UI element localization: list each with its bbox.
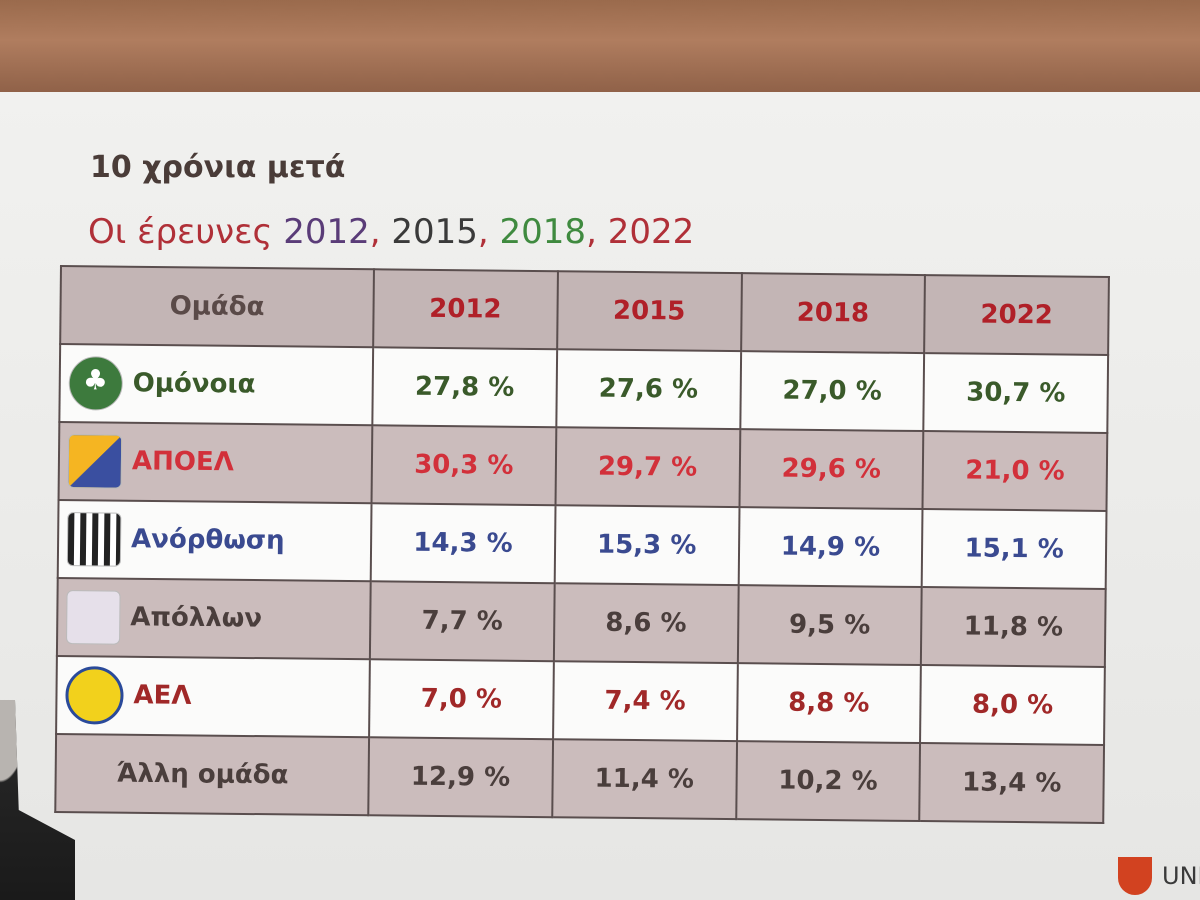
header-2018: 2018 xyxy=(740,273,926,354)
value-cell: 10,2 % xyxy=(735,741,921,822)
university-logo-icon xyxy=(1118,857,1152,895)
value-cell: 9,5 % xyxy=(737,585,922,666)
brand-text: UNI xyxy=(1162,862,1200,890)
subtitle-sep: , xyxy=(477,212,500,252)
value-cell: 7,4 % xyxy=(552,661,738,742)
slide-subtitle: Οι έρευνες 2012, 2015, 2018, 2022 xyxy=(88,212,694,252)
value-cell: 13,4 % xyxy=(919,743,1105,823)
value-cell: 11,4 % xyxy=(551,739,737,820)
header-2022: 2022 xyxy=(924,275,1109,355)
table-header-row: Ομάδα 2012 2015 2018 2022 xyxy=(60,266,1109,355)
value-cell: 7,7 % xyxy=(369,581,555,662)
value-cell: 14,9 % xyxy=(738,507,923,588)
table-row: Ανόρθωση 14,3 % 15,3 % 14,9 % 15,1 % xyxy=(57,499,1107,589)
value-cell: 27,8 % xyxy=(372,347,557,428)
value-cell: 8,6 % xyxy=(553,583,739,664)
value-cell: 15,3 % xyxy=(554,505,740,586)
value-cell: 7,0 % xyxy=(369,659,554,740)
value-cell: 30,7 % xyxy=(923,353,1109,433)
header-2012: 2012 xyxy=(373,269,558,350)
header-2015: 2015 xyxy=(556,271,742,352)
header-team: Ομάδα xyxy=(60,266,374,348)
table-row: ΑΠΟΕΛ 30,3 % 29,7 % 29,6 % 21,0 % xyxy=(58,422,1108,511)
apoel-logo-icon xyxy=(67,434,123,489)
team-name: Απόλλων xyxy=(130,602,263,634)
subtitle-year-2022: 2022 xyxy=(607,212,695,252)
table-row: Ομόνοια 27,8 % 27,6 % 27,0 % 30,7 % xyxy=(59,344,1109,433)
team-cell: Ανόρθωση xyxy=(57,499,372,582)
value-cell: 29,6 % xyxy=(739,429,924,510)
value-cell: 8,0 % xyxy=(920,665,1105,745)
table-row: Απόλλων 7,7 % 8,6 % 9,5 % 11,8 % xyxy=(56,577,1106,667)
subtitle-prefix: Οι έρευνες xyxy=(88,212,284,252)
team-cell: Απόλλων xyxy=(56,577,371,660)
team-name: Ανόρθωση xyxy=(130,524,285,556)
subtitle-year-2015: 2015 xyxy=(391,212,478,252)
subtitle-sep: , xyxy=(586,212,608,252)
team-name: Ομόνοια xyxy=(132,368,256,400)
omonoia-logo-icon xyxy=(68,356,124,411)
value-cell: 15,1 % xyxy=(921,509,1107,589)
value-cell: 11,8 % xyxy=(921,587,1106,667)
subtitle-year-2012: 2012 xyxy=(283,212,370,252)
team-name: Άλλη ομάδα xyxy=(116,758,289,791)
subtitle-sep: , xyxy=(369,212,392,252)
team-cell: Άλλη ομάδα xyxy=(55,733,370,816)
anorthosi-logo-icon xyxy=(66,512,122,567)
value-cell: 30,3 % xyxy=(371,425,557,506)
value-cell: 14,3 % xyxy=(370,503,556,584)
team-cell: ΑΕΛ xyxy=(56,655,370,738)
team-name: ΑΕΛ xyxy=(133,680,192,711)
team-name: ΑΠΟΕΛ xyxy=(131,446,234,478)
team-cell: Ομόνοια xyxy=(59,344,374,426)
value-cell: 27,0 % xyxy=(739,351,925,432)
subtitle-year-2018: 2018 xyxy=(499,212,587,252)
slide-title: 10 χρόνια μετά xyxy=(90,150,346,185)
ael-logo-icon xyxy=(65,666,124,725)
value-cell: 12,9 % xyxy=(368,737,553,818)
value-cell: 29,7 % xyxy=(555,427,740,508)
value-cell: 27,6 % xyxy=(556,349,741,430)
fan-survey-table: Ομάδα 2012 2015 2018 2022 Ομόνοια 27,8 %… xyxy=(54,265,1110,824)
apollon-logo-icon xyxy=(66,590,121,645)
team-cell: ΑΠΟΕΛ xyxy=(58,422,373,504)
table-row: Άλλη ομάδα 12,9 % 11,4 % 10,2 % 13,4 % xyxy=(55,733,1105,823)
value-cell: 21,0 % xyxy=(922,431,1108,511)
value-cell: 8,8 % xyxy=(736,663,922,744)
table-row: ΑΕΛ 7,0 % 7,4 % 8,8 % 8,0 % xyxy=(56,655,1105,745)
